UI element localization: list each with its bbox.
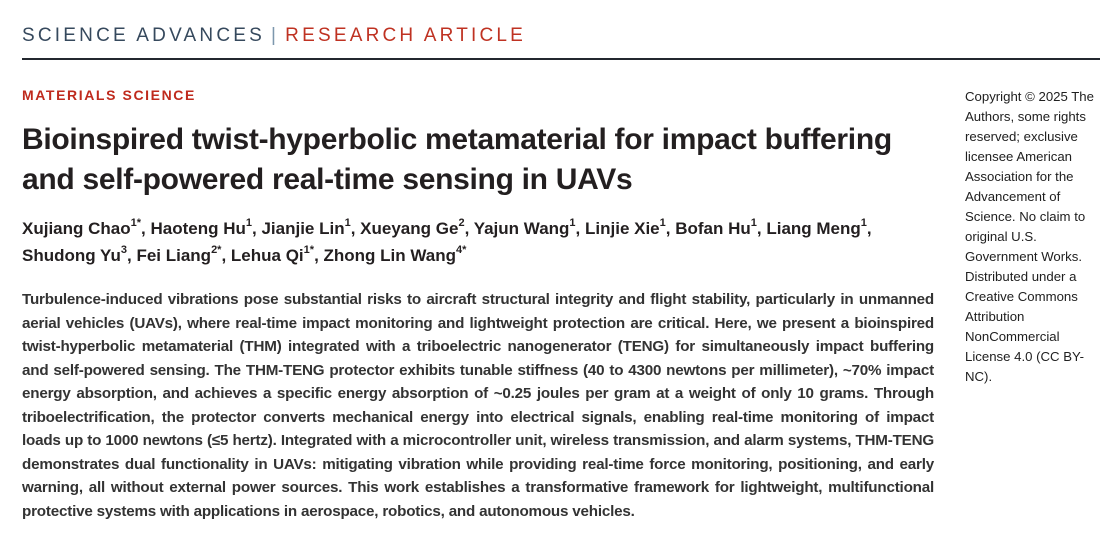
author: Xujiang Chao1* (22, 217, 142, 238)
article-type-label: RESEARCH ARTICLE (285, 25, 527, 46)
author: Zhong Lin Wang4* (323, 244, 467, 265)
author: Xueyang Ge2 (360, 217, 465, 238)
abstract-text: Turbulence-induced vibrations pose subst… (22, 291, 934, 520)
author: Lehua Qi1* (230, 244, 315, 265)
main-column: MATERIALS SCIENCE Bioinspired twist-hype… (22, 87, 934, 523)
author: Fei Liang2* (136, 244, 222, 265)
author: Bofan Hu1 (675, 217, 757, 238)
header-divider (22, 58, 1100, 60)
content-columns: MATERIALS SCIENCE Bioinspired twist-hype… (22, 87, 1100, 523)
author: Liang Meng1 (766, 217, 867, 238)
banner-separator: | (271, 25, 280, 46)
author: Jianjie Lin1 (261, 217, 351, 238)
side-column: Copyright © 2025 The Authors, some right… (965, 87, 1101, 523)
page-title: Bioinspired twist-hyperbolic metamateria… (22, 123, 892, 196)
section-label: MATERIALS SCIENCE (22, 87, 196, 103)
author-list: Xujiang Chao1*, Haoteng Hu1, Jianjie Lin… (22, 217, 872, 265)
author: Yajun Wang1 (473, 217, 576, 238)
author: Linjie Xie1 (585, 217, 666, 238)
journal-name: SCIENCE ADVANCES (22, 25, 266, 46)
author: Haoteng Hu1 (150, 217, 252, 238)
author: Shudong Yu3 (22, 244, 127, 265)
copyright-notice: Copyright © 2025 The Authors, some right… (965, 89, 1094, 384)
journal-banner: SCIENCE ADVANCES | RESEARCH ARTICLE (22, 25, 1100, 47)
